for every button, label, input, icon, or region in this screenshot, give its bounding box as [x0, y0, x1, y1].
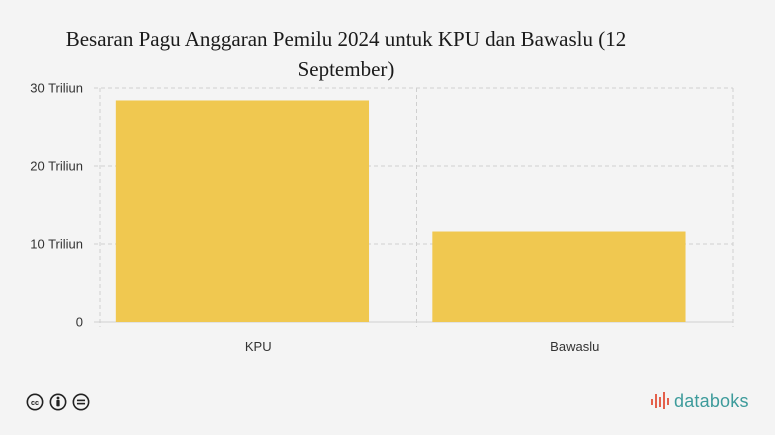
nd-icon	[72, 393, 90, 411]
brand-name: databoks	[674, 390, 749, 411]
y-tick-label: 10 Triliun	[30, 237, 83, 252]
y-tick-label: 0	[76, 315, 83, 330]
license-icons: cc	[26, 393, 90, 411]
chart-title: Besaran Pagu Anggaran Pemilu 2024 untuk …	[65, 27, 627, 81]
y-tick-label: 30 Triliun	[30, 81, 83, 96]
brand-logo[interactable]: databoks	[650, 390, 749, 412]
by-icon	[49, 393, 67, 411]
bar-kpu	[115, 100, 370, 322]
cc-icon: cc	[26, 393, 44, 411]
svg-text:cc: cc	[31, 398, 39, 407]
labels-layer: 0 10 Triliun 20 Triliun 30 Triliun KPU Bawasl…	[30, 81, 599, 355]
bars-layer	[115, 100, 686, 322]
databoks-logo-icon	[651, 392, 669, 409]
x-tick-label: KPU	[245, 339, 272, 354]
y-tick-label: 20 Triliun	[30, 159, 83, 174]
bar-bawaslu	[432, 231, 686, 322]
x-tick-label: Bawaslu	[550, 339, 599, 354]
